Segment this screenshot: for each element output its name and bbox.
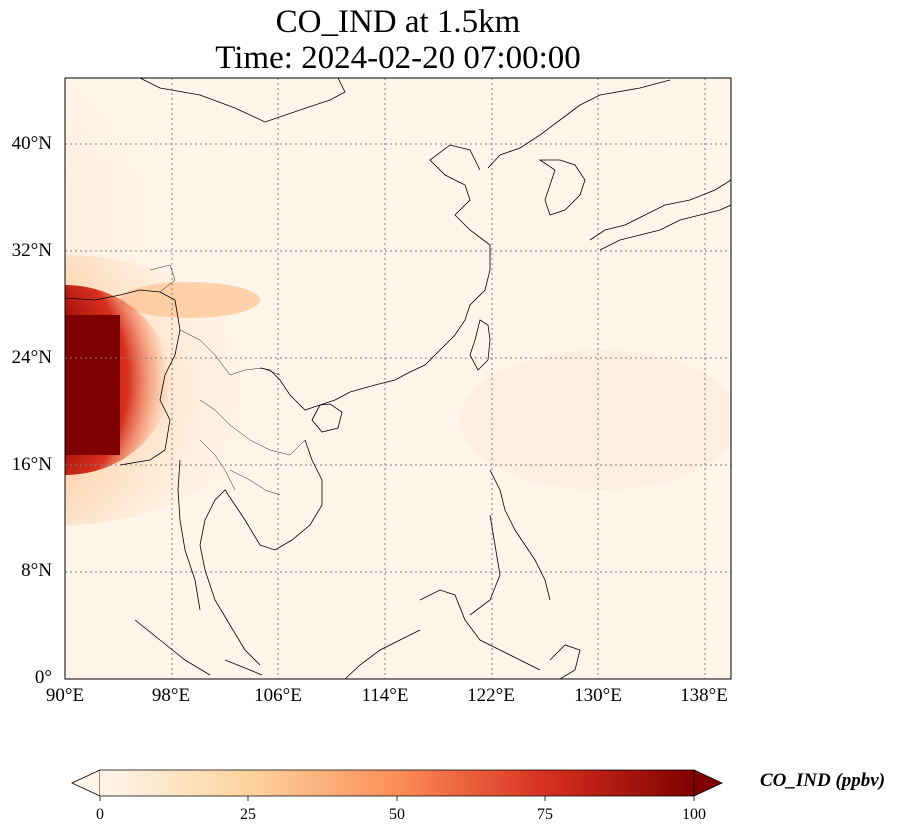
lat-tick-32n: 32°N	[11, 240, 52, 261]
haze-east-band	[460, 350, 731, 490]
colorbar-tick-75: 75	[537, 806, 553, 823]
map-frame	[64, 77, 732, 680]
lat-tick-8n: 8°N	[21, 560, 52, 581]
colorbar-extend-low	[71, 769, 101, 797]
lon-tick-130e: 130°E	[574, 685, 622, 706]
colorbar-tick-100: 100	[682, 806, 706, 823]
colorbar-tick-25: 25	[240, 806, 256, 823]
coastlines	[65, 78, 731, 679]
colorbar-gradient	[100, 770, 694, 796]
lon-tick-90e: 90°E	[45, 685, 85, 706]
colorbar-tick-0: 0	[96, 806, 104, 823]
gridlines	[65, 78, 731, 679]
map-plot	[64, 77, 732, 680]
lon-tick-114e: 114°E	[361, 685, 409, 706]
lon-tick-98e: 98°E	[151, 685, 191, 706]
colorbar-tick-50: 50	[389, 806, 405, 823]
lon-tick-138e: 138°E	[680, 685, 728, 706]
lon-tick-122e: 122°E	[467, 685, 515, 706]
lat-tick-40n: 40°N	[11, 133, 52, 154]
map-title-line-2: Time: 2024-02-20 07:00:00	[215, 40, 581, 76]
lon-tick-106e: 106°E	[254, 685, 302, 706]
colorbar-extend-high	[693, 769, 723, 797]
plume-upper-streak	[120, 282, 260, 318]
map-title-line-1: CO_IND at 1.5km	[275, 4, 521, 40]
country-borders	[149, 264, 306, 496]
lat-tick-16n: 16°N	[11, 454, 52, 475]
colorbar-tick-marks	[99, 796, 695, 801]
plume-core-block	[65, 315, 120, 455]
lat-tick-24n: 24°N	[11, 347, 52, 368]
lat-tick-0: 0°	[34, 667, 52, 688]
colorbar-label: CO_IND (ppbv)	[760, 770, 886, 791]
colorbar	[71, 769, 723, 801]
